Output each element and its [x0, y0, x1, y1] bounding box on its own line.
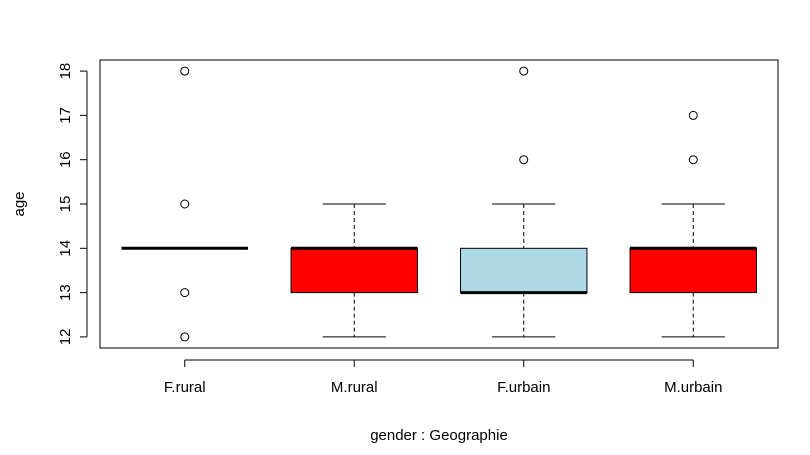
x-tick-label: F.rural — [164, 379, 206, 396]
box-body — [460, 247, 588, 294]
box-body — [629, 247, 757, 294]
outlier-point — [180, 66, 190, 76]
x-axis-label: gender : Geographie — [370, 427, 508, 444]
box-f-rural — [121, 66, 248, 342]
outlier-point — [180, 199, 190, 209]
outlier-point — [519, 66, 529, 76]
outlier-point — [180, 332, 190, 342]
plot-frame — [99, 59, 779, 349]
box-m-urbain — [629, 110, 757, 338]
box-body — [290, 247, 418, 294]
x-tick-label: M.urbain — [664, 379, 722, 396]
y-tick-label: 13 — [57, 284, 74, 301]
y-axis: 12 13 14 15 16 17 18 — [57, 63, 88, 346]
outlier-point — [688, 110, 698, 120]
y-tick-label: 17 — [57, 107, 74, 124]
boxes — [121, 66, 757, 342]
y-axis-label: age — [11, 191, 28, 216]
outlier-point — [519, 155, 529, 165]
x-tick-label: M.rural — [331, 379, 378, 396]
y-tick-label: 12 — [57, 329, 74, 346]
y-tick-label: 14 — [57, 240, 74, 257]
outlier-point — [180, 288, 190, 298]
outlier-point — [688, 155, 698, 165]
y-tick-label: 18 — [57, 63, 74, 80]
y-tick-label: 16 — [57, 151, 74, 168]
box-f-urbain — [460, 66, 588, 338]
x-tick-label: F.urbain — [497, 379, 550, 396]
y-tick-label: 15 — [57, 196, 74, 213]
x-axis: F.rural M.rural F.urbain M.urbain — [164, 359, 722, 396]
box-m-rural — [290, 203, 418, 338]
